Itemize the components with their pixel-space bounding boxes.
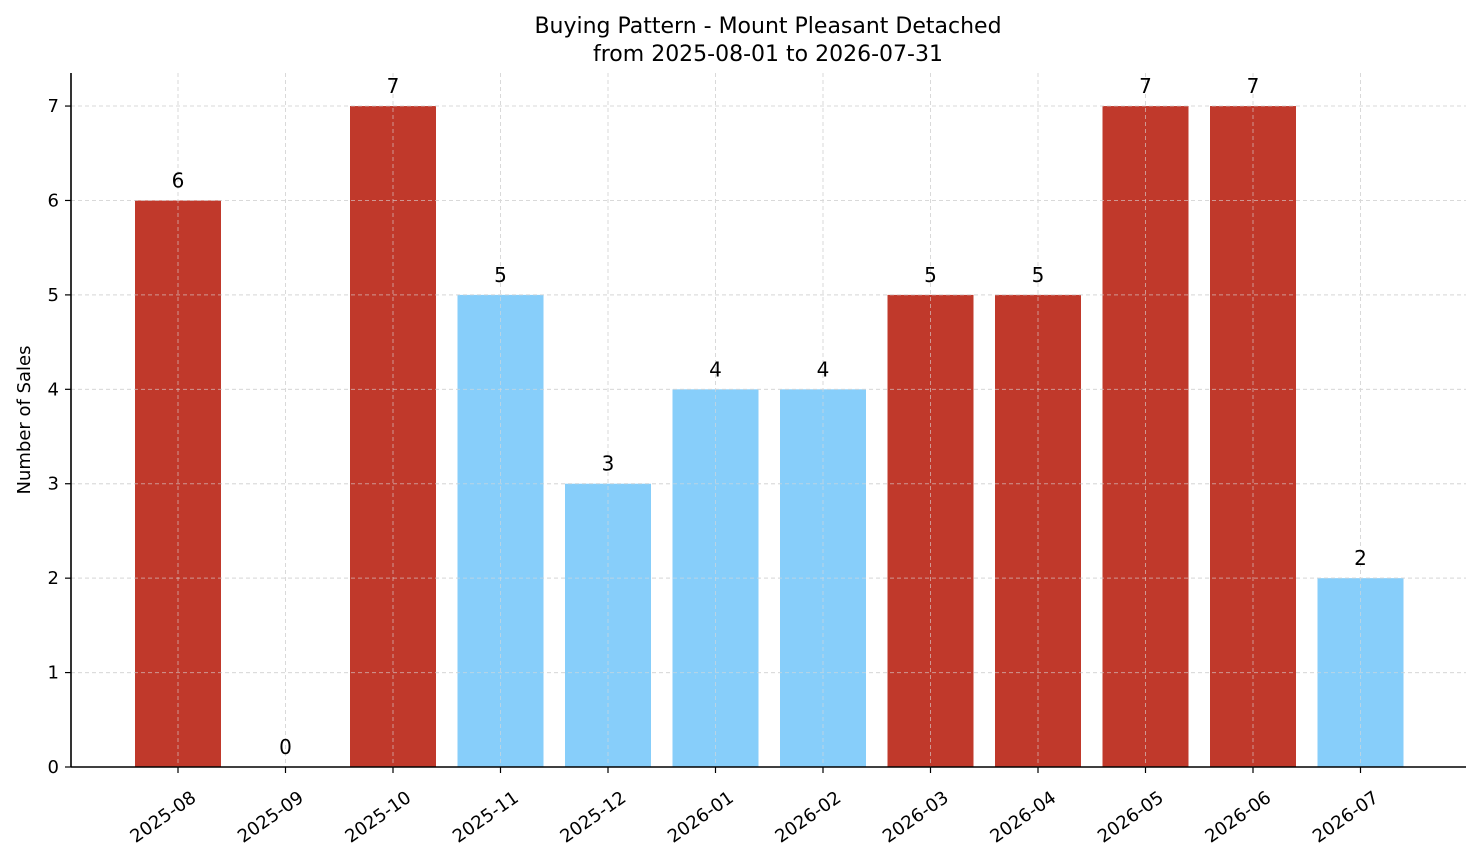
bar-value-label: 0	[279, 735, 292, 759]
y-tick-label: 7	[48, 96, 59, 117]
y-axis-label: Number of Sales	[14, 345, 35, 494]
bar-value-label: 5	[1032, 263, 1045, 287]
y-tick-label: 6	[48, 190, 59, 211]
x-tick-label: 2026-03	[879, 787, 953, 847]
y-tick-label: 3	[48, 474, 59, 495]
labels-layer: 6 0 7 5 3 4 4 5 5 7 7 2	[172, 74, 1367, 759]
y-tick-label: 1	[48, 663, 59, 684]
y-tick-label: 0	[48, 757, 59, 778]
bar-2026-06	[1210, 106, 1296, 768]
chart-subtitle: from 2025-08-01 to 2026-07-31	[593, 42, 943, 67]
y-tick-label: 2	[48, 568, 59, 589]
y-tick-label: 4	[48, 379, 59, 400]
x-tick-label: 2026-01	[664, 787, 738, 847]
x-tick-label: 2025-12	[556, 787, 630, 847]
bar-value-label: 5	[924, 263, 937, 287]
x-tick-label: 2026-05	[1094, 787, 1168, 847]
x-tick-label: 2025-10	[341, 787, 415, 847]
chart-title: Buying Pattern - Mount Pleasant Detached	[534, 14, 1001, 39]
bar-value-label: 6	[172, 168, 185, 192]
x-tick-label: 2026-07	[1309, 787, 1383, 847]
bar-2025-10	[350, 106, 436, 768]
x-tick-label: 2026-04	[986, 787, 1060, 847]
y-tick-label: 5	[48, 285, 59, 306]
bar-value-label: 7	[387, 74, 400, 98]
x-tick-label: 2025-09	[234, 787, 308, 847]
x-tick-label: 2026-02	[771, 787, 845, 847]
x-tick-label: 2026-06	[1201, 787, 1275, 847]
bar-value-label: 4	[817, 357, 830, 381]
bars-layer	[71, 73, 1466, 768]
bar-value-label: 2	[1354, 546, 1367, 570]
x-tick-label: 2025-11	[449, 787, 523, 847]
axes-layer	[70, 73, 1466, 768]
bar-value-label: 4	[709, 357, 722, 381]
bar-value-label: 5	[494, 263, 507, 287]
bar-value-label: 7	[1139, 74, 1152, 98]
bar-value-label: 3	[602, 452, 615, 476]
bar-value-label: 7	[1247, 74, 1260, 98]
bar-2026-05	[1102, 106, 1189, 768]
x-tick-label: 2025-08	[126, 787, 200, 847]
